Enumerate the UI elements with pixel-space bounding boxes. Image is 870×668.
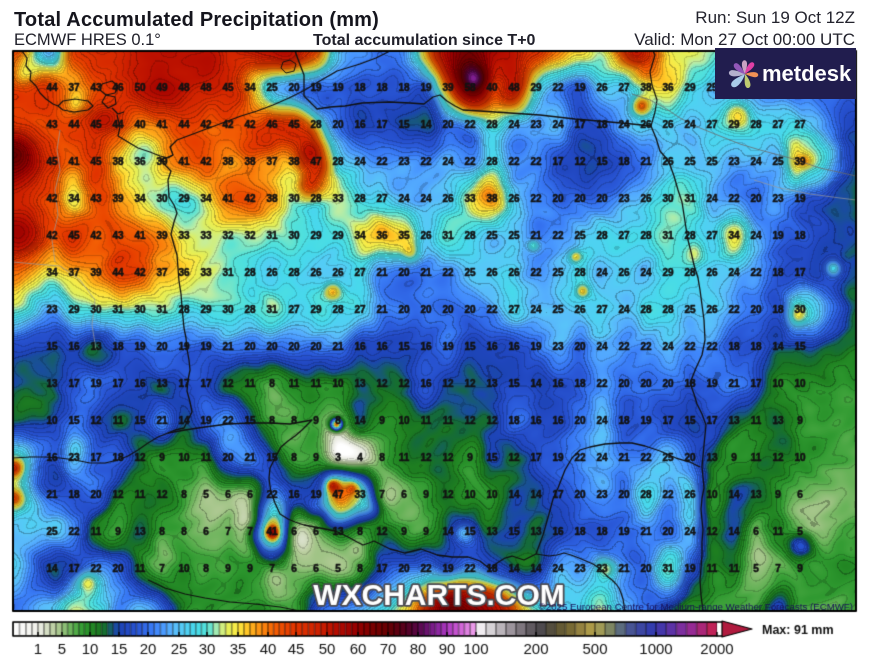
svg-text:metdesk: metdesk bbox=[762, 61, 852, 86]
